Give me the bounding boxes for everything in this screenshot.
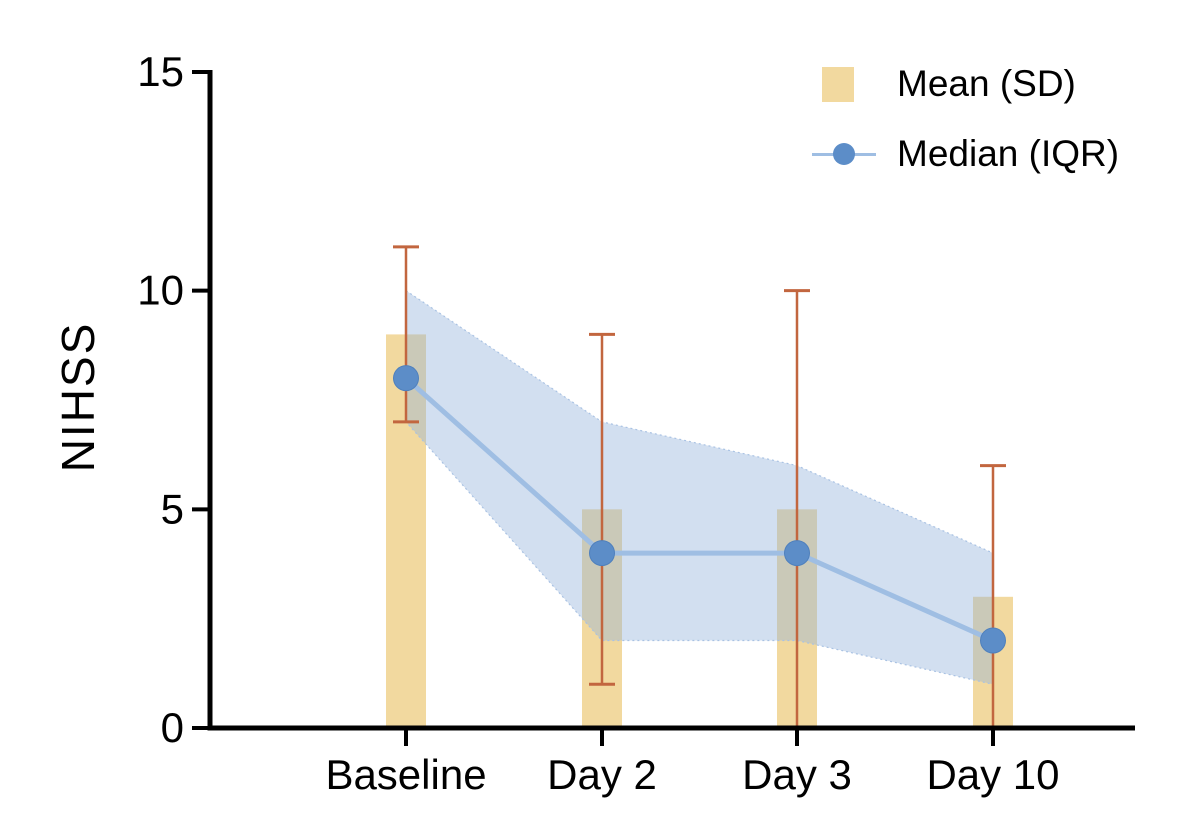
- median-dot: [980, 627, 1006, 654]
- x-category-label: Day 2: [547, 751, 657, 798]
- legend-item-median: Median (IQR): [812, 130, 1119, 178]
- y-tick-label: 15: [137, 48, 184, 95]
- median-dot: [784, 540, 810, 567]
- x-category-label: Day 3: [742, 751, 852, 798]
- legend-label-median: Median (IQR): [897, 133, 1120, 174]
- y-tick-label: 0: [161, 704, 184, 751]
- median-line-dot-icon: [812, 142, 876, 166]
- y-tick-label: 5: [161, 485, 184, 532]
- median-dot: [589, 540, 615, 567]
- median-dot-glyph: [833, 143, 855, 165]
- median-dot: [393, 365, 419, 392]
- x-category-label: Day 10: [926, 751, 1059, 798]
- legend-label-mean: Mean (SD): [897, 63, 1076, 104]
- y-tick-label: 10: [137, 267, 184, 314]
- iqr-band: [405, 289, 994, 686]
- y-axis-title: NIHSS: [52, 321, 104, 473]
- mean-square-icon: [822, 66, 854, 102]
- legend-item-mean: Mean (SD): [812, 60, 1119, 108]
- x-category-label: Baseline: [325, 751, 486, 798]
- median-line: [403, 375, 996, 644]
- legend: Mean (SD) Median (IQR): [812, 60, 1119, 178]
